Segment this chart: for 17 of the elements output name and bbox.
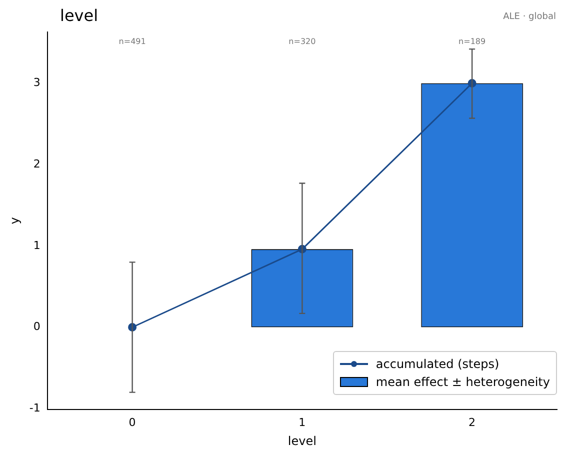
y-tick-label: 1 [33,238,40,252]
chart-subtitle: ALE · global [503,12,556,22]
chart-title: level [60,6,98,25]
legend-label: accumulated (steps) [376,357,500,371]
legend-label: mean effect ± heterogeneity [376,375,550,389]
y-tick-label: -1 [29,401,40,414]
y-tick-label: 2 [33,157,40,170]
x-tick-label: 1 [298,416,306,429]
y-axis-title: y [7,217,22,224]
annotation: n=189 [458,37,486,46]
x-tick-label: 2 [468,416,476,429]
annotation: n=320 [288,37,316,46]
y-tick-label: 3 [33,76,40,90]
annotation: n=491 [118,37,146,46]
y-tick-label: 0 [33,320,40,334]
x-axis-title: level [288,434,316,448]
x-tick-label: 0 [128,416,136,429]
